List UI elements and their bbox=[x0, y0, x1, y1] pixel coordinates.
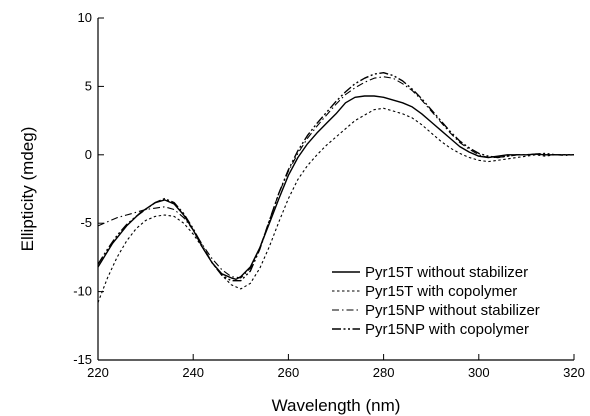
series-lines bbox=[97, 71, 575, 303]
y-tick-label: -5 bbox=[80, 215, 92, 230]
legend-label-3: Pyr15NP without stabilizer bbox=[365, 302, 540, 319]
y-tick-label: -10 bbox=[73, 284, 92, 299]
legend-label-4: Pyr15NP with copolymer bbox=[365, 321, 529, 338]
x-ticks: 220 240 260 280 300 320 bbox=[87, 354, 585, 380]
x-tick-label: 240 bbox=[182, 365, 204, 380]
legend-label-2: Pyr15T with copolymer bbox=[365, 283, 517, 300]
legend: Pyr15T without stabilizer Pyr15T with cop… bbox=[332, 264, 540, 338]
x-tick-label: 300 bbox=[468, 365, 490, 380]
series-line-2 bbox=[97, 107, 574, 303]
y-tick-label: 10 bbox=[78, 10, 92, 25]
series-line-4 bbox=[97, 71, 574, 282]
x-tick-label: 280 bbox=[373, 365, 395, 380]
x-tick-label: 320 bbox=[563, 365, 585, 380]
x-tick-label: 260 bbox=[278, 365, 300, 380]
y-axis-title: Ellipticity (mdeg) bbox=[18, 127, 37, 252]
x-axis-title: Wavelength (nm) bbox=[272, 396, 401, 415]
y-tick-label: 5 bbox=[85, 78, 92, 93]
y-tick-label: 0 bbox=[85, 147, 92, 162]
y-ticks: -15 -10 -5 0 5 10 bbox=[73, 10, 104, 367]
y-tick-label: -15 bbox=[73, 352, 92, 367]
series-line-1 bbox=[97, 95, 574, 280]
series-line-3 bbox=[97, 76, 575, 279]
legend-label-1: Pyr15T without stabilizer bbox=[365, 264, 528, 281]
x-tick-label: 220 bbox=[87, 365, 109, 380]
axes bbox=[97, 18, 574, 361]
